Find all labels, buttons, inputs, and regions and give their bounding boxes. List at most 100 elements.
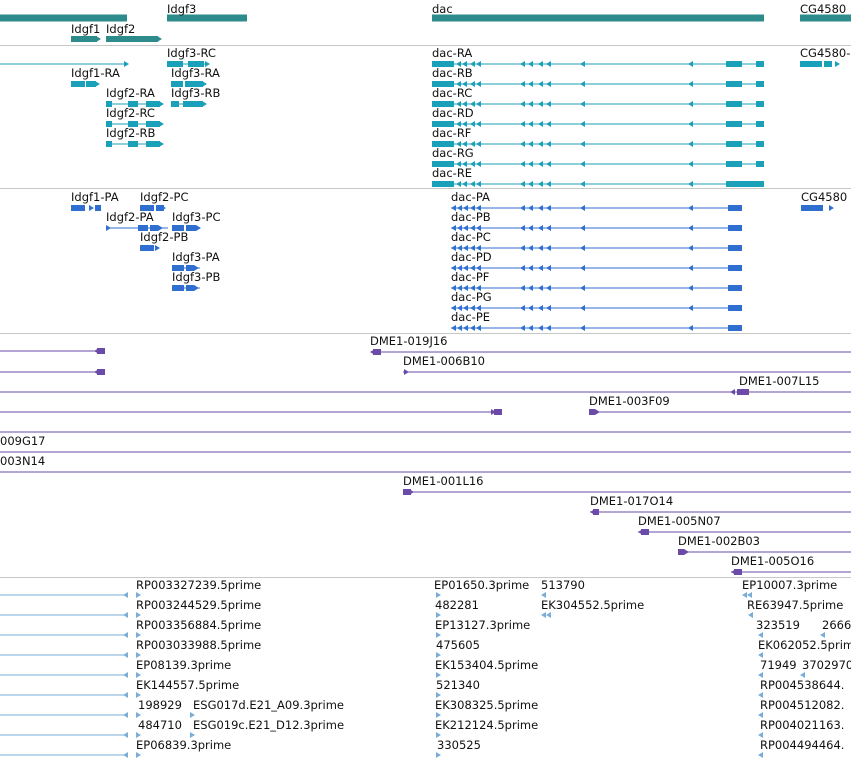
transcript-label[interactable]: Idgf2-RB [106,126,156,140]
est-label[interactable]: 71949 [760,658,797,672]
transcript-label[interactable]: Idgf3-RB [171,86,221,100]
est-label[interactable]: EP10007.3prime [742,578,838,592]
est-label[interactable]: 513790 [541,578,585,592]
est-label[interactable]: EP13127.3prime [435,618,531,632]
gene-label-cg4580[interactable]: CG4580 [800,2,847,16]
est-end [758,632,763,638]
est-label[interactable]: RP004021163. [760,718,845,732]
clone-label[interactable]: DME1-002B03 [678,534,760,548]
strand-arrow [202,101,207,107]
est-label[interactable]: 475605 [436,638,480,652]
protein-label[interactable]: Idgf3-PA [172,250,220,264]
est-label[interactable]: EK304552.5prime [541,598,645,612]
strand-arrow [456,101,461,107]
est-label[interactable]: 482281 [435,598,479,612]
est-label[interactable]: ESG017d.E21_A09.3prime [193,698,345,712]
est-label[interactable]: EP01650.3prime [434,578,530,592]
clone-label[interactable]: DME1-005N07 [638,514,721,528]
protein-label[interactable]: dac-PC [451,230,491,244]
transcript-label[interactable]: Idgf3-RC [167,46,216,60]
est-label[interactable]: 198929 [138,698,182,712]
clone-label[interactable]: 003N14 [0,454,46,468]
transcript-label[interactable]: dac-RD [432,106,474,120]
protein-exon [728,265,742,271]
transcript-label[interactable]: dac-RA [432,46,473,60]
strand-arrow [470,61,475,67]
protein-label[interactable]: Idgf2-PC [140,190,189,204]
protein-label[interactable]: Idgf1-PA [71,190,119,204]
transcript-label[interactable]: Idgf1-RA [71,66,120,80]
strand-arrow [476,81,481,87]
gene-label-idgf3[interactable]: Idgf3 [167,2,197,16]
strand-arrow [688,101,693,107]
transcript-label[interactable]: dac-RF [432,126,472,140]
protein-exon [728,305,742,311]
strand-arrow [476,161,481,167]
est-label[interactable]: ESG019c.E21_D12.3prime [193,718,345,732]
strand-arrow [470,81,475,87]
protein-label[interactable]: dac-PB [451,210,491,224]
protein-label[interactable]: dac-PE [451,310,491,324]
est-label[interactable]: 330525 [437,738,481,752]
clone-end [403,489,411,495]
protein-label[interactable]: CG4580 [801,190,848,204]
est-label[interactable]: RP004512082. [760,698,845,712]
transcript-label[interactable]: dac-RG [432,146,474,160]
clone-label[interactable]: DME1-017O14 [590,494,674,508]
protein-label[interactable]: dac-PF [451,270,490,284]
est-label[interactable]: 323519 [756,618,800,632]
strand-arrow [476,325,481,331]
est-label[interactable]: EP08139.3prime [136,658,232,672]
transcript-label[interactable]: dac-RC [432,86,473,100]
transcript-label[interactable]: dac-RB [432,66,473,80]
transcript-label[interactable]: Idgf3-RA [171,66,220,80]
est-label[interactable]: EK212124.5prime [435,718,539,732]
protein-label[interactable]: Idgf3-PC [172,210,221,224]
strand-arrow [688,325,693,331]
clone-label[interactable]: 009G17 [0,434,46,448]
est-label[interactable]: RP003244529.5prime [136,598,262,612]
clone-label[interactable]: DME1-005O16 [731,554,815,568]
clone-label[interactable]: DME1-019J16 [370,334,448,348]
est-label[interactable]: 521340 [436,678,480,692]
protein-label[interactable]: Idgf2-PB [140,230,189,244]
est-label[interactable]: RP003033988.5prime [136,638,262,652]
est-label[interactable]: RP003327239.5prime [136,578,262,592]
transcript-label[interactable]: Idgf2-RA [106,86,155,100]
strand-arrow [462,121,467,127]
protein-label[interactable]: Idgf3-PB [172,270,221,284]
est-label[interactable]: RE63947.5prime [747,598,844,612]
strand-arrow [158,225,163,231]
clone-label[interactable]: DME1-003F09 [589,394,670,408]
protein-label[interactable]: Idgf2-PA [106,210,154,224]
clone-label[interactable]: DME1-001L16 [403,474,484,488]
est-end [758,752,763,758]
est-label[interactable]: RP004538644. [760,678,845,692]
protein-label[interactable]: dac-PD [451,250,492,264]
gene-label-dac[interactable]: dac [432,2,453,16]
strand-arrow [528,61,533,67]
est-label[interactable]: 2666 [822,618,851,632]
est-label[interactable]: EK062052.5prime [758,638,851,652]
transcript-label[interactable]: Idgf2-RC [106,106,155,120]
est-label[interactable]: EK144557.5prime [136,678,240,692]
gene-label-idgf2[interactable]: Idgf2 [106,22,136,36]
est-label[interactable]: EK153404.5prime [435,658,539,672]
transcript-label[interactable]: CG4580- [800,46,851,60]
gene-label-idgf1[interactable]: Idgf1 [71,22,101,36]
est-end [123,732,128,738]
strand-arrow [520,225,525,231]
est-label[interactable]: RP003356884.5prime [136,618,262,632]
clone-label[interactable]: DME1-006B10 [403,354,485,368]
transcript-label[interactable]: dac-RE [432,166,473,180]
est-label[interactable]: EK308325.5prime [435,698,539,712]
est-label[interactable]: 3702970 [802,658,851,672]
protein-exon [156,205,164,211]
protein-label[interactable]: dac-PA [451,190,490,204]
protein-label[interactable]: dac-PG [451,290,492,304]
est-label[interactable]: 484710 [138,718,182,732]
transcript-exon [185,81,203,87]
est-label[interactable]: EP06839.3prime [136,738,232,752]
est-label[interactable]: RP004494464. [760,738,845,752]
clone-label[interactable]: DME1-007L15 [739,374,820,388]
